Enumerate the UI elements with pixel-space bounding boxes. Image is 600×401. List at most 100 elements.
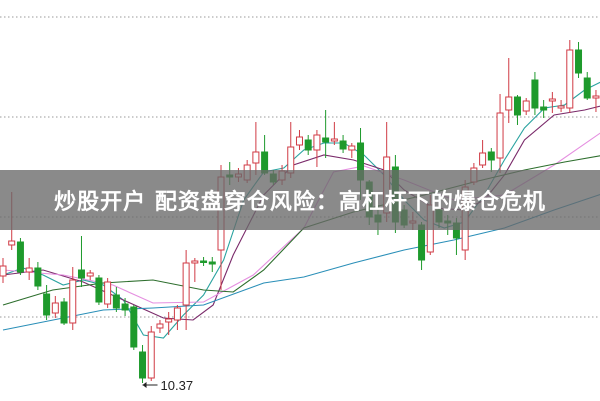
candle-body [522, 100, 530, 112]
candle-body [566, 49, 574, 109]
candle [322, 110, 330, 158]
candle [156, 320, 164, 333]
candle-body [208, 261, 216, 265]
candle [165, 312, 173, 335]
candle [77, 236, 85, 287]
candle-body [60, 301, 68, 324]
candle-body [77, 269, 85, 279]
candle [191, 258, 199, 282]
candle-body [112, 294, 120, 309]
candle [51, 296, 59, 318]
candle [182, 250, 190, 330]
candle [531, 72, 539, 115]
candle-body [104, 281, 112, 305]
candle-body [575, 49, 583, 74]
candle-body [583, 77, 591, 99]
candle-body [173, 307, 181, 321]
candle-body [252, 151, 260, 164]
candle-body [34, 267, 42, 287]
candle-body [313, 134, 321, 151]
candle-body [339, 140, 347, 150]
candle-body [479, 152, 487, 166]
moving-average-line [2, 105, 600, 321]
candle-body [69, 279, 77, 324]
candle [339, 135, 347, 153]
candle [69, 267, 77, 330]
moving-average-line [2, 81, 600, 339]
candle [566, 40, 574, 113]
candle-body [496, 112, 504, 159]
candle [592, 90, 600, 112]
candle [505, 58, 513, 123]
candle [200, 257, 208, 266]
candle [513, 95, 521, 125]
candle-body [130, 306, 138, 348]
candle [348, 143, 356, 158]
candle [139, 345, 147, 383]
candle [583, 72, 591, 100]
candle [86, 270, 94, 280]
candle [43, 285, 51, 320]
candle-body [548, 98, 556, 102]
candle [261, 135, 269, 175]
candle [16, 238, 24, 275]
arrow-left-icon [142, 382, 147, 388]
candle-body [95, 277, 103, 303]
candle-body [25, 267, 33, 273]
candle-body [513, 96, 521, 116]
candle-body [121, 303, 129, 311]
candle-body [322, 137, 330, 143]
candle-body [8, 240, 16, 246]
candle [147, 326, 155, 381]
candle-body [540, 106, 548, 111]
candle-body [295, 136, 303, 146]
candle-body [0, 265, 7, 277]
candle [112, 287, 120, 312]
candle [540, 100, 548, 118]
candle-body [147, 331, 155, 379]
candle-body [348, 145, 356, 151]
low-price-label: 10.37 [161, 378, 194, 393]
candle [60, 298, 68, 325]
candle [295, 130, 303, 150]
candle [548, 92, 556, 113]
candle [479, 140, 487, 168]
candle-body [505, 96, 513, 111]
candle [25, 258, 33, 280]
candle [130, 305, 138, 350]
candle [0, 258, 7, 283]
candle-body [182, 262, 190, 306]
candle-body [487, 151, 495, 161]
candle-body [43, 293, 51, 316]
candle [330, 122, 338, 145]
candle-body [592, 95, 600, 99]
candle-body [418, 224, 426, 261]
candle [121, 298, 129, 316]
candle-body [165, 318, 173, 323]
candle [34, 262, 42, 290]
candle-body [156, 323, 164, 329]
candle [104, 278, 112, 308]
candle-body [330, 138, 338, 142]
candle [496, 94, 504, 173]
candle [487, 148, 495, 172]
candle-body [557, 105, 565, 109]
candle [173, 305, 181, 330]
candle [95, 275, 103, 305]
candle-body [191, 260, 199, 264]
candle [522, 98, 530, 115]
title-banner: 炒股开户 配资盘穿仓风险：高杠杆下的爆仓危机 [0, 170, 600, 230]
candle-body [531, 79, 539, 109]
candle-body [16, 241, 24, 273]
candle-body [200, 260, 208, 263]
candle-body [139, 351, 147, 379]
candle-body [86, 272, 94, 277]
candle [557, 100, 565, 112]
candle [313, 130, 321, 167]
article-title: 炒股开户 配资盘穿仓风险：高杠杆下的爆仓危机 [54, 190, 546, 215]
candle [575, 42, 583, 78]
candle [304, 135, 312, 155]
candle [252, 122, 260, 175]
candle-body [304, 139, 312, 151]
